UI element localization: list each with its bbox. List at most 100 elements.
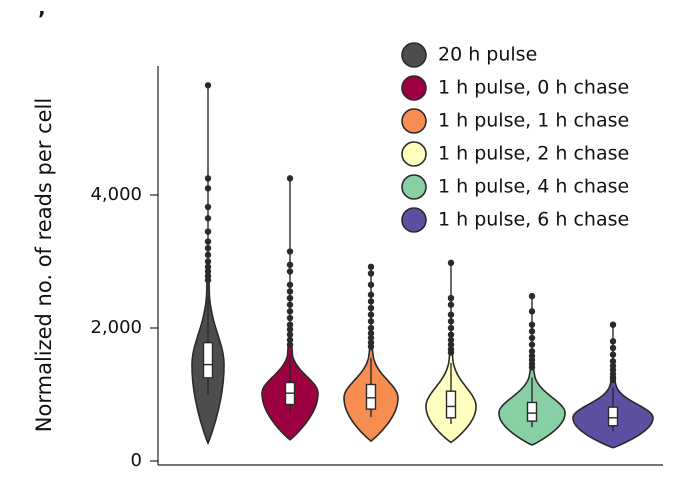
outlier-point — [204, 82, 212, 89]
outlier-point — [286, 326, 294, 333]
outlier-point — [286, 288, 294, 295]
outlier-point — [286, 341, 294, 348]
outlier-point — [447, 311, 455, 318]
outlier-point — [286, 308, 294, 315]
outlier-point — [367, 291, 375, 298]
outlier-point — [204, 185, 212, 192]
outlier-point — [528, 364, 536, 371]
outlier-point — [367, 330, 375, 337]
legend-label: 1 h pulse, 4 h chase — [438, 176, 629, 198]
violin-1 — [191, 82, 225, 446]
outlier-point — [367, 263, 375, 271]
outlier-point — [286, 281, 294, 288]
outlier-point — [286, 175, 294, 182]
y-tick-label: 2,000 — [90, 317, 142, 338]
outlier-point — [609, 358, 617, 365]
legend-label: 1 h pulse, 2 h chase — [438, 143, 629, 165]
iqr-box — [607, 406, 619, 427]
outlier-point — [204, 175, 212, 182]
outlier-point — [367, 343, 375, 350]
outlier-point — [609, 376, 617, 384]
legend-item: 20 h pulse — [401, 42, 537, 68]
legend-label: 20 h pulse — [438, 44, 537, 66]
outlier-point — [447, 336, 455, 344]
outlier-point — [204, 258, 212, 265]
iqr-box — [365, 383, 377, 410]
outlier-point — [447, 294, 455, 302]
outlier-point — [204, 203, 212, 211]
outlier-point — [447, 301, 455, 308]
violins — [191, 82, 654, 449]
outlier-point — [204, 215, 212, 222]
outlier-point — [447, 341, 455, 348]
outlier-point — [447, 318, 455, 325]
outlier-point — [528, 328, 536, 335]
outlier-point — [528, 334, 536, 342]
outlier-point — [286, 301, 294, 308]
outlier-point — [286, 294, 294, 302]
outlier-point — [367, 324, 375, 332]
panel-mark: ’ — [38, 7, 46, 31]
outlier-point — [367, 281, 375, 288]
legend-item: 1 h pulse, 6 h chase — [401, 207, 629, 233]
outlier-point — [204, 228, 212, 235]
legend-item: 1 h pulse, 1 h chase — [401, 108, 629, 134]
legend-swatch — [401, 207, 427, 233]
iqr-box — [202, 341, 214, 379]
outlier-point — [286, 261, 294, 269]
legend-swatch — [401, 108, 427, 134]
violin-4 — [425, 259, 477, 444]
outlier-point — [528, 292, 536, 300]
outlier-point — [204, 263, 212, 271]
legend: 20 h pulse 1 h pulse, 0 h chase 1 h pulse,… — [401, 42, 629, 233]
outlier-point — [609, 351, 617, 358]
outlier-point — [367, 298, 375, 305]
violin-5 — [498, 292, 566, 446]
axes — [157, 66, 663, 466]
outlier-point — [286, 321, 294, 328]
y-tick-label: 0 — [131, 450, 142, 471]
outlier-point — [204, 245, 212, 252]
legend-swatch — [401, 141, 427, 167]
outlier-point — [367, 304, 375, 312]
legend-swatch — [401, 75, 427, 101]
outlier-point — [204, 268, 212, 275]
outlier-point — [447, 331, 455, 338]
legend-item: 1 h pulse, 2 h chase — [401, 141, 629, 167]
outlier-point — [367, 318, 375, 325]
outlier-point — [367, 270, 375, 277]
iqr-box — [526, 401, 538, 422]
legend-label: 1 h pulse, 0 h chase — [438, 77, 629, 99]
outlier-point — [447, 259, 455, 267]
y-ticks: 0 2,000 4,000 — [90, 184, 158, 471]
outlier-point — [528, 341, 536, 348]
outlier-point — [204, 276, 212, 284]
outlier-point — [286, 268, 294, 275]
violin-6 — [572, 321, 654, 449]
legend-item: 1 h pulse, 4 h chase — [401, 174, 629, 200]
outlier-point — [447, 349, 455, 356]
legend-swatch — [401, 42, 427, 68]
outlier-point — [367, 334, 375, 342]
legend-item: 1 h pulse, 0 h chase — [401, 75, 629, 101]
outlier-point — [609, 344, 617, 352]
outlier-point — [204, 238, 212, 245]
outlier-point — [286, 248, 294, 255]
legend-label: 1 h pulse, 1 h chase — [438, 110, 629, 132]
outlier-point — [609, 321, 617, 328]
legend-swatch — [401, 174, 427, 200]
violin-2 — [261, 175, 319, 441]
outlier-point — [204, 251, 212, 259]
outlier-point — [286, 336, 294, 344]
outlier-point — [367, 311, 375, 318]
outlier-point — [609, 338, 617, 345]
outlier-point — [528, 321, 536, 328]
outlier-point — [286, 331, 294, 338]
legend-label: 1 h pulse, 6 h chase — [438, 209, 629, 231]
outlier-point — [528, 348, 536, 355]
y-axis-label: Normalized no. of reads per cell — [32, 98, 56, 432]
outlier-point — [447, 324, 455, 332]
outlier-point — [528, 308, 536, 315]
outlier-point — [286, 314, 294, 322]
violin-3 — [343, 263, 399, 443]
